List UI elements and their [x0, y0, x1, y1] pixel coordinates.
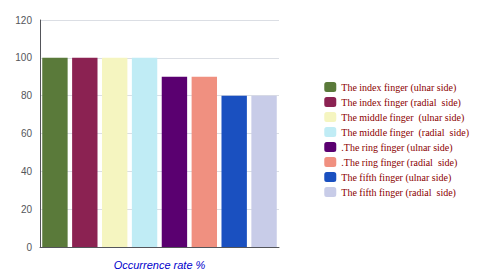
svg-text:20: 20 — [21, 204, 33, 215]
svg-text:80: 80 — [21, 90, 33, 101]
svg-text:60: 60 — [21, 128, 33, 139]
svg-text:The index finger (ulnar side): The index finger (ulnar side) — [341, 82, 456, 94]
svg-text:0: 0 — [26, 242, 32, 253]
svg-text:The fifth finger (ulnar side): The fifth finger (ulnar side) — [341, 172, 451, 184]
svg-text:The middle finger (radial si: The middle finger (radial side) — [341, 127, 469, 139]
svg-text:.The ring finger (radial side: .The ring finger (radial side) — [341, 157, 457, 169]
svg-text:100: 100 — [15, 52, 32, 63]
svg-text:40: 40 — [21, 166, 33, 177]
svg-text:The index finger (radial side: The index finger (radial side) — [341, 97, 461, 109]
svg-text:Occurrence rate %: Occurrence rate % — [114, 259, 206, 271]
svg-text:120: 120 — [15, 15, 32, 26]
svg-text:The fifth finger (radial side: The fifth finger (radial side) — [341, 187, 456, 199]
svg-text:.The ring finger (ulnar side): .The ring finger (ulnar side) — [341, 142, 452, 154]
svg-text:The middle finger (ulnar side: The middle finger (ulnar side) — [341, 112, 464, 124]
